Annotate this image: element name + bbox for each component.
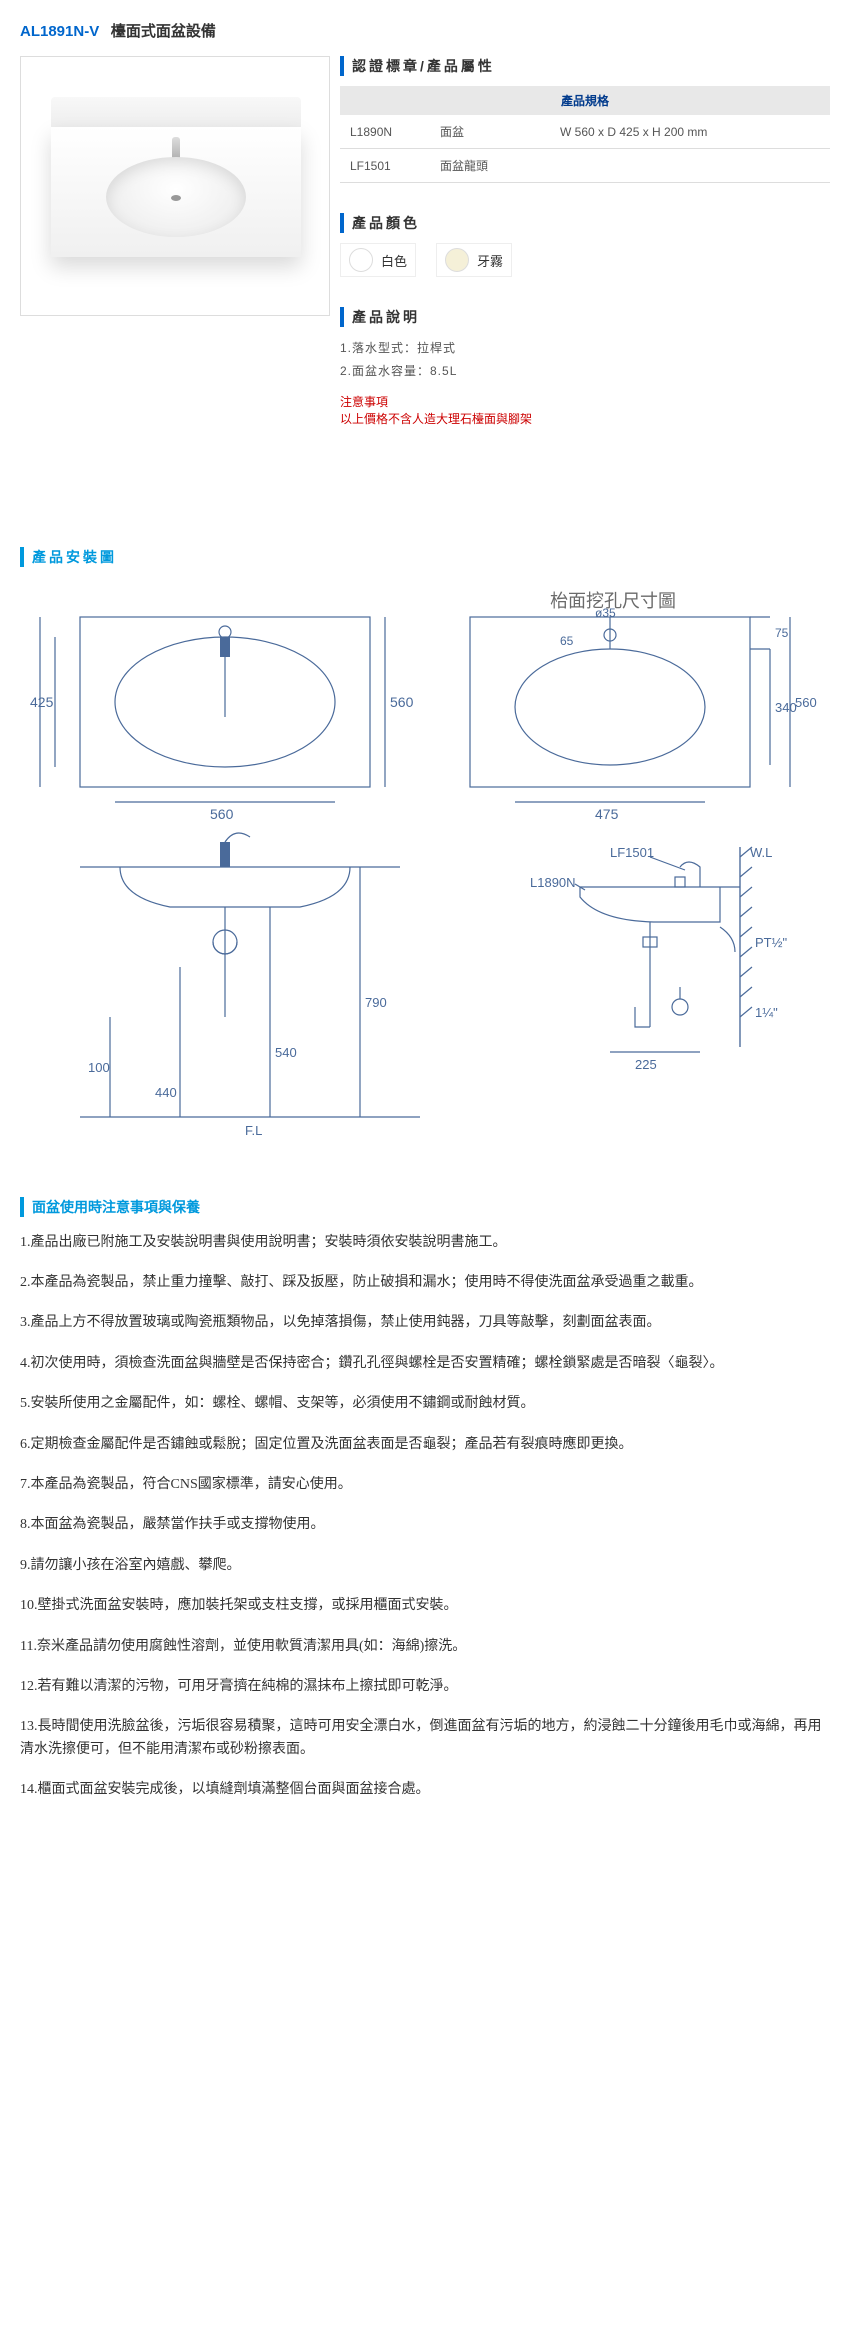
care-item: 4.初次使用時，須檢查洗面盆與牆壁是否保持密合；鑽孔孔徑與螺栓是否安置精確；螺栓… bbox=[20, 1353, 830, 1375]
product-image bbox=[20, 56, 330, 316]
care-item: 7.本產品為瓷製品，符合CNS國家標準，請安心使用。 bbox=[20, 1474, 830, 1496]
care-item: 10.壁掛式洗面盆安裝時，應加裝托架或支柱支撐，或採用櫃面式安裝。 bbox=[20, 1595, 830, 1617]
color-section-title: 產品顏色 bbox=[340, 213, 830, 233]
care-item: 1.產品出廠已附施工及安裝說明書與使用說明書；安裝時須依安裝說明書施工。 bbox=[20, 1232, 830, 1254]
spec-table: 產品規格 L1890N面盆W 560 x D 425 x H 200 mmLF1… bbox=[340, 86, 830, 183]
color-swatch bbox=[445, 248, 469, 272]
color-label: 牙霧 bbox=[477, 251, 503, 270]
desc-line: 1.落水型式：拉桿式 bbox=[340, 337, 830, 360]
desc-section-title: 產品說明 bbox=[340, 307, 830, 327]
svg-text:LF1501: LF1501 bbox=[610, 845, 654, 860]
svg-text:1¼": 1¼" bbox=[755, 1005, 778, 1020]
care-item: 8.本面盆為瓷製品，嚴禁當作扶手或支撐物使用。 bbox=[20, 1514, 830, 1536]
table-row: L1890N面盆W 560 x D 425 x H 200 mm bbox=[340, 115, 830, 149]
care-item: 12.若有難以清潔的污物，可用牙膏擠在純棉的濕抹布上擦拭即可乾淨。 bbox=[20, 1676, 830, 1698]
notice-text: 以上價格不含人造大理石檯面與腳架 bbox=[340, 410, 830, 427]
svg-text:560: 560 bbox=[795, 695, 817, 710]
notice-title: 注意事項 bbox=[340, 393, 830, 410]
product-name: 檯面式面盆設備 bbox=[111, 23, 216, 40]
care-item: 11.奈米產品請勿使用腐蝕性溶劑，並使用軟質清潔用具(如：海綿)擦洗。 bbox=[20, 1636, 830, 1658]
svg-text:65: 65 bbox=[560, 634, 574, 648]
table-row: LF1501面盆龍頭 bbox=[340, 149, 830, 183]
color-chip[interactable]: 白色 bbox=[340, 243, 416, 277]
svg-text:425: 425 bbox=[30, 694, 54, 710]
color-chip[interactable]: 牙霧 bbox=[436, 243, 512, 277]
spec-header: 產品規格 bbox=[340, 86, 830, 115]
svg-text:PT½": PT½" bbox=[755, 935, 787, 950]
color-label: 白色 bbox=[381, 251, 407, 270]
svg-text:790: 790 bbox=[365, 995, 387, 1010]
care-item: 3.產品上方不得放置玻璃或陶瓷瓶類物品，以免掉落損傷，禁止使用鈍器，刀具等敲擊，… bbox=[20, 1312, 830, 1334]
care-item: 2.本產品為瓷製品，禁止重力撞擊、敲打、踩及扳壓，防止破損和漏水；使用時不得使洗… bbox=[20, 1272, 830, 1294]
svg-text:W.L: W.L bbox=[750, 845, 772, 860]
svg-text:540: 540 bbox=[275, 1045, 297, 1060]
svg-text:340: 340 bbox=[775, 700, 797, 715]
svg-text:L1890N: L1890N bbox=[530, 875, 576, 890]
svg-text:225: 225 bbox=[635, 1057, 657, 1072]
color-swatch bbox=[349, 248, 373, 272]
care-item: 9.請勿讓小孩在浴室內嬉戲、攀爬。 bbox=[20, 1555, 830, 1577]
svg-text:75: 75 bbox=[775, 626, 789, 640]
svg-text:475: 475 bbox=[595, 806, 619, 822]
care-item: 5.安裝所使用之金屬配件，如：螺栓、螺帽、支架等，必須使用不鏽鋼或耐蝕材質。 bbox=[20, 1393, 830, 1415]
install-diagram: 425 560 560 枱面挖孔尺寸圖 ø35 65 75 bbox=[20, 587, 830, 1147]
svg-text:ø35: ø35 bbox=[595, 606, 616, 620]
svg-text:440: 440 bbox=[155, 1085, 177, 1100]
svg-text:F.L: F.L bbox=[245, 1123, 262, 1138]
install-title: 產品安裝圖 bbox=[20, 547, 830, 567]
product-code: AL1891N-V bbox=[20, 23, 99, 40]
svg-text:560: 560 bbox=[210, 806, 234, 822]
care-item: 14.櫃面式面盆安裝完成後，以填縫劑填滿整個台面與面盆接合處。 bbox=[20, 1779, 830, 1801]
spec-section-title: 認證標章/產品屬性 bbox=[340, 56, 830, 76]
desc-line: 2.面盆水容量：8.5L bbox=[340, 360, 830, 383]
care-title: 面盆使用時注意事項與保養 bbox=[20, 1197, 830, 1217]
care-item: 13.長時間使用洗臉盆後，污垢很容易積聚，這時可用安全漂白水，倒進面盆有污垢的地… bbox=[20, 1716, 830, 1761]
care-item: 6.定期檢查金屬配件是否鏽蝕或鬆脫；固定位置及洗面盆表面是否龜裂；產品若有裂痕時… bbox=[20, 1434, 830, 1456]
svg-text:560: 560 bbox=[390, 694, 414, 710]
svg-text:100: 100 bbox=[88, 1060, 110, 1075]
